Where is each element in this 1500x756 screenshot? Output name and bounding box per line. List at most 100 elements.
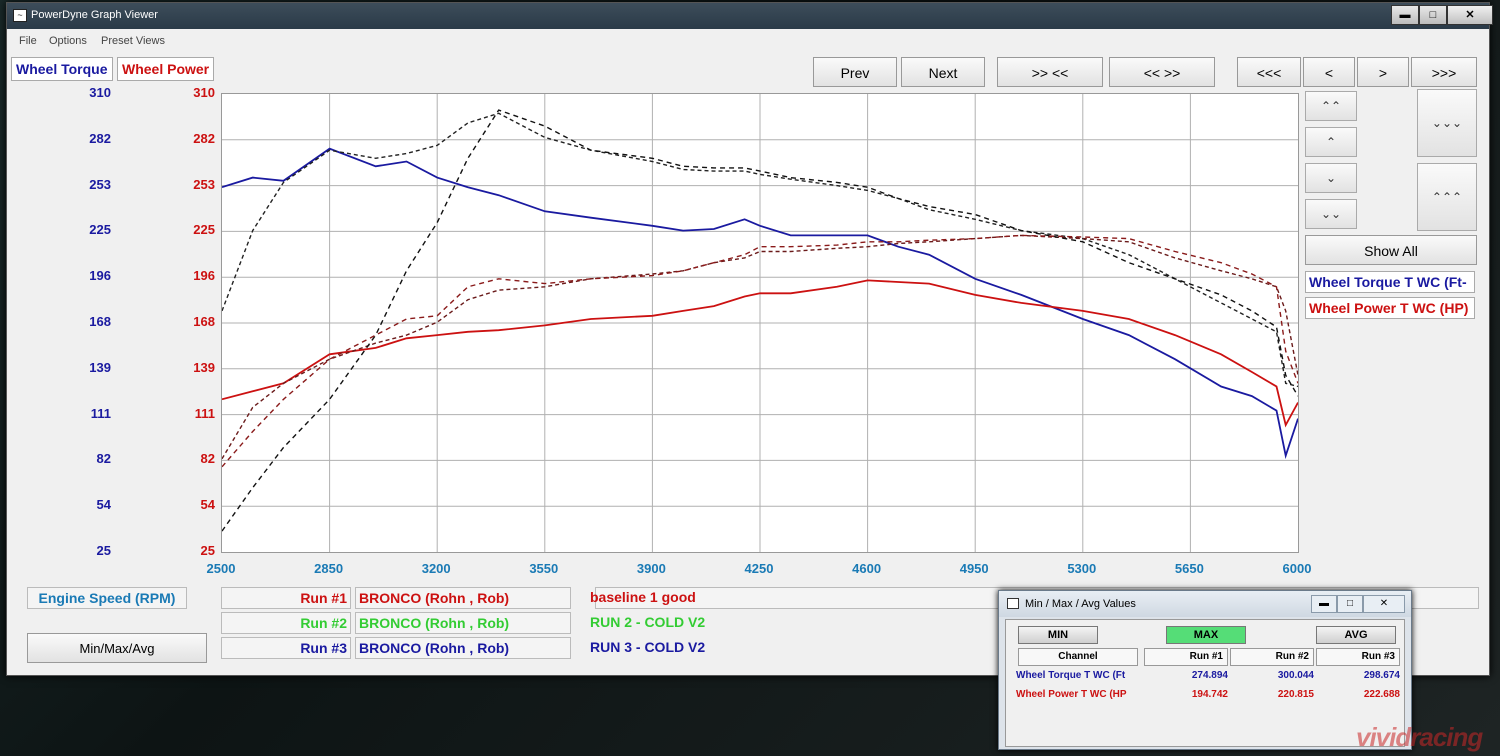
min-max-avg-button[interactable]: Min/Max/Avg [27,633,207,663]
popup-channel-name: Wheel Torque T WC (Ft [1016,670,1126,681]
channel-torque-legend[interactable]: Wheel Torque T WC (Ft-L [1305,271,1475,310]
right-axis-tick: 310 [193,85,215,100]
popup-value: 222.688 [1363,689,1400,700]
menu-preset-views[interactable]: Preset Views [101,35,165,47]
right-axis-tick: 282 [193,130,215,146]
popup-minimize-button[interactable]: ▬ [1311,595,1337,613]
left-axis-tick: 139 [89,359,111,375]
popup-title: Min / Max / Avg Values [1025,598,1136,610]
prev-button[interactable]: Prev [813,57,897,87]
header-run3: Run #3 [1316,648,1400,666]
run-vehicle: BRONCO (Rohn , Rob) [355,612,571,634]
x-axis-tick: 2850 [314,561,344,576]
left-axis-tick: 310 [89,85,111,100]
scale-down-fast-button[interactable]: ⌄⌄ [1305,199,1357,229]
x-axis-tick: 4250 [744,561,774,576]
run-label: Run #3 [221,637,351,659]
series-torque-run3 [221,147,1299,460]
popup-content: MIN MAX AVG Channel Run #1 Run #2 Run #3… [1005,619,1405,747]
zoom-in-button[interactable]: >> << [997,57,1103,87]
zoom-out-button[interactable]: << >> [1109,57,1215,87]
run-note: RUN 3 - COLD V2 [590,639,706,655]
max-button[interactable]: MAX [1166,626,1246,644]
popup-value: 298.674 [1363,670,1400,681]
app-window: ~ PowerDyne Graph Viewer ▬ □ ✕ File Opti… [6,2,1493,676]
min-button[interactable]: MIN [1018,626,1098,644]
right-axis-tick: 54 [200,497,215,513]
close-button[interactable]: ✕ [1447,5,1493,25]
x-axis-tick: 4600 [852,561,882,576]
tab-wheel-power[interactable]: Wheel Power [117,57,215,81]
offset-up-button[interactable]: ⌃⌃⌃ [1417,163,1477,231]
x-axis-label[interactable]: Engine Speed (RPM) [27,587,187,609]
scale-up-fast-button[interactable]: ⌃⌃ [1305,91,1357,121]
run-vehicle: BRONCO (Rohn , Rob) [355,587,571,609]
right-axis-tick: 253 [193,176,215,192]
app-icon: ~ [13,9,27,22]
left-axis-tick: 54 [96,497,111,513]
popup-maximize-button[interactable]: □ [1337,595,1363,613]
x-axis-tick: 5650 [1174,561,1204,576]
left-axis-tick: 225 [89,222,111,238]
x-axis-tick: 3200 [421,561,451,576]
title-bar[interactable]: ~ PowerDyne Graph Viewer ▬ □ ✕ [7,3,1493,29]
popup-value: 274.894 [1191,670,1228,681]
right-axis-tick: 82 [200,451,215,467]
header-channel: Channel [1018,648,1138,666]
window-title: PowerDyne Graph Viewer [31,9,158,21]
popup-icon [1007,598,1019,609]
scroll-far-right-button[interactable]: >>> [1411,57,1477,87]
series-torque-run1 [221,109,1299,532]
channel-power-legend[interactable]: Wheel Power T WC (HP) [1305,297,1475,319]
min-max-avg-popup: Min / Max / Avg Values ▬ □ ✕ MIN MAX AVG… [998,590,1412,750]
series-power-run2 [221,234,1299,460]
x-axis-tick: 6000 [1282,561,1312,576]
x-axis-tick: 3900 [636,561,666,576]
right-axis-tick: 196 [193,268,215,284]
left-axis-tick: 82 [96,451,111,467]
menu-file[interactable]: File [19,35,37,47]
menu-bar: File Options Preset Views [7,31,1489,51]
offset-down-button[interactable]: ⌄⌄⌄ [1417,89,1477,157]
run-label: Run #2 [221,612,351,634]
x-axis-tick: 2500 [206,561,236,576]
next-button[interactable]: Next [901,57,985,87]
right-axis-tick: 111 [194,405,215,421]
scale-up-button[interactable]: ⌃ [1305,127,1357,157]
menu-options[interactable]: Options [49,35,87,47]
watermark-logo: vividracing [1356,722,1483,752]
dyno-chart [221,94,1299,552]
popup-title-bar[interactable]: Min / Max / Avg Values ▬ □ ✕ [999,591,1411,617]
minimize-button[interactable]: ▬ [1391,5,1419,25]
right-axis-tick: 139 [193,359,215,375]
scroll-right-button[interactable]: > [1357,57,1409,87]
scale-down-button[interactable]: ⌄ [1305,163,1357,193]
plot-area[interactable] [221,93,1299,553]
run-note: baseline 1 good [590,589,696,605]
left-axis-tick: 196 [89,268,111,284]
header-run2: Run #2 [1230,648,1314,666]
run-note: RUN 2 - COLD V2 [590,614,706,630]
x-axis-tick: 5300 [1067,561,1097,576]
run-vehicle: BRONCO (Rohn , Rob) [355,637,571,659]
header-run1: Run #1 [1144,648,1228,666]
tab-wheel-torque[interactable]: Wheel Torque [11,57,113,81]
left-axis-tick: 253 [89,176,111,192]
series-power-run1 [221,279,1299,428]
x-axis-tick: 4950 [959,561,989,576]
left-axis-tick: 25 [96,543,111,558]
scroll-far-left-button[interactable]: <<< [1237,57,1301,87]
popup-close-button[interactable]: ✕ [1363,595,1405,613]
popup-channel-name: Wheel Power T WC (HP [1016,689,1127,700]
popup-value: 220.815 [1277,689,1314,700]
show-all-button[interactable]: Show All [1305,235,1477,265]
maximize-button[interactable]: □ [1419,5,1447,25]
left-axis-tick: 111 [90,405,111,421]
left-axis-tick: 168 [89,314,111,329]
popup-value: 300.044 [1277,670,1314,681]
avg-button[interactable]: AVG [1316,626,1396,644]
scroll-left-button[interactable]: < [1303,57,1355,87]
left-axis-tick: 282 [89,130,111,146]
popup-value: 194.742 [1191,689,1228,700]
series-power-run3 [221,234,1299,468]
